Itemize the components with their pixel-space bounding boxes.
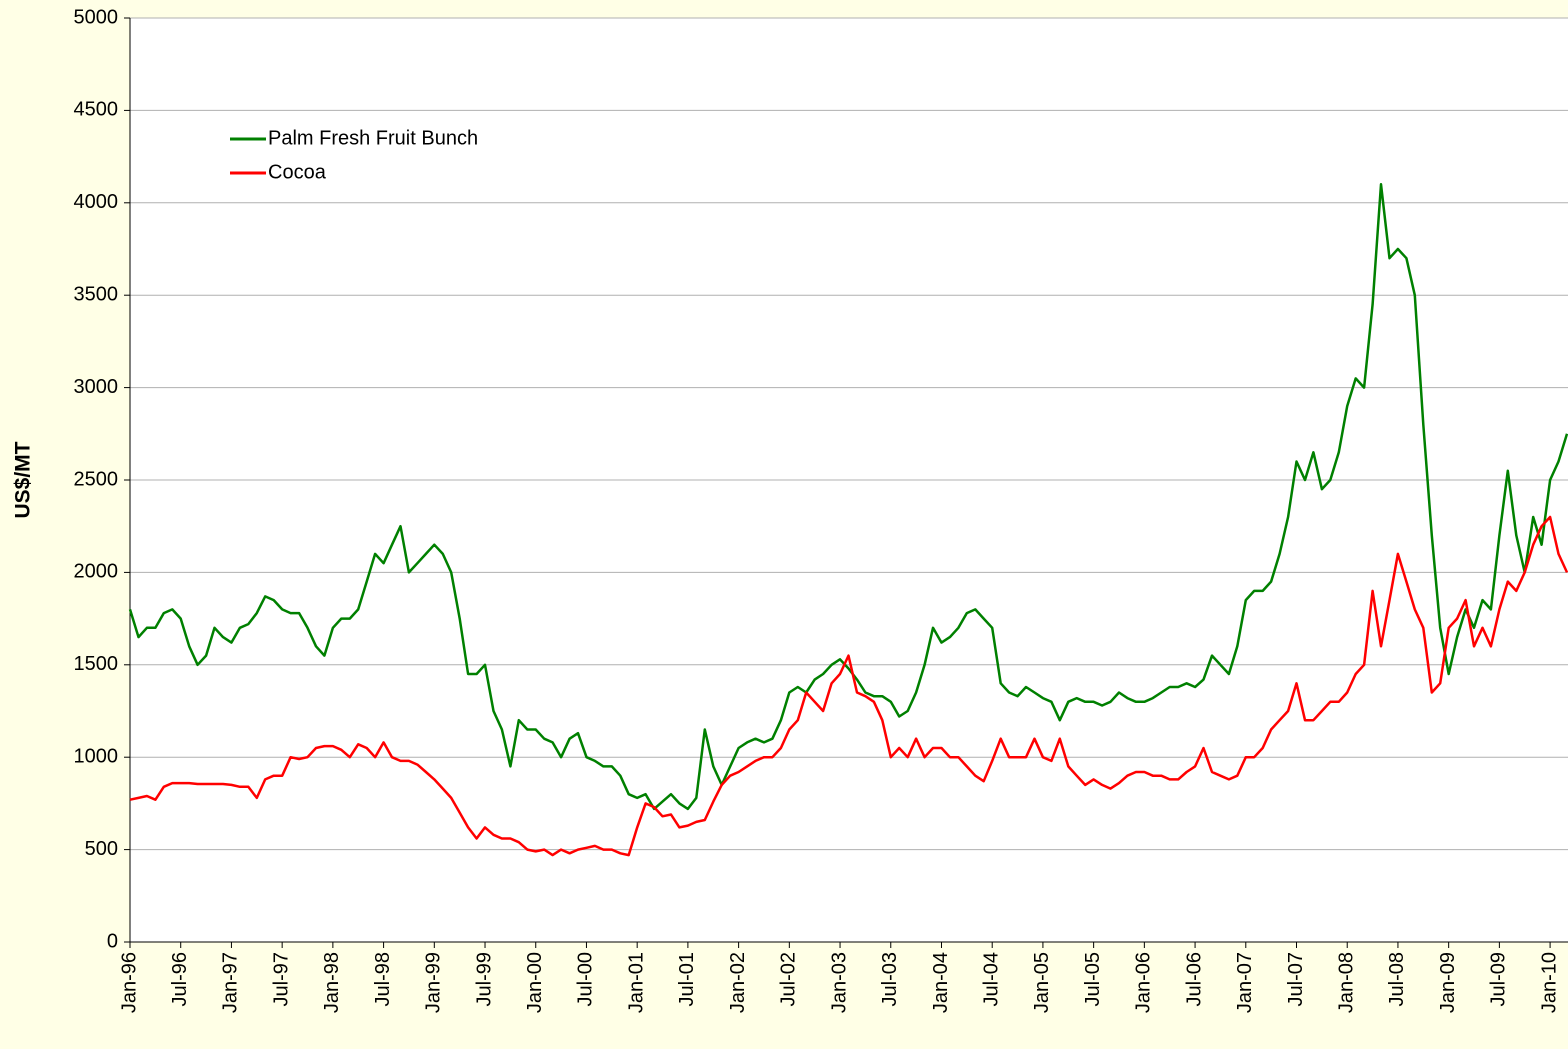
x-tick-label: Jan-05 — [1031, 952, 1053, 1013]
x-tick-label: Jul-97 — [270, 952, 292, 1006]
legend-label: Palm Fresh Fruit Bunch — [268, 127, 478, 149]
y-tick-label: 3000 — [74, 376, 119, 398]
x-tick-label: Jan-96 — [118, 952, 140, 1013]
y-tick-label: 4500 — [74, 99, 119, 121]
y-tick-label: 2000 — [74, 561, 119, 583]
y-tick-label: 1500 — [74, 653, 119, 675]
x-tick-label: Jul-99 — [473, 952, 495, 1006]
x-tick-label: Jan-00 — [524, 952, 546, 1013]
x-tick-label: Jul-00 — [575, 952, 597, 1006]
x-tick-label: Jul-03 — [879, 952, 901, 1006]
series-line — [128, 183, 1568, 811]
x-tick-label: Jan-97 — [220, 952, 242, 1013]
x-tick-label: Jul-01 — [676, 952, 698, 1006]
x-tick-label: Jan-99 — [423, 952, 445, 1013]
x-tick-label: Jan-98 — [321, 952, 343, 1013]
y-axis-label: US$/MT — [12, 441, 35, 518]
x-tick-label: Jan-08 — [1336, 952, 1358, 1013]
x-tick-label: Jan-01 — [625, 952, 647, 1013]
x-tick-label: Jul-02 — [778, 952, 800, 1006]
y-tick-label: 4000 — [74, 191, 119, 213]
legend-label: Cocoa — [268, 161, 327, 183]
y-tick-label: 2500 — [74, 468, 119, 490]
x-tick-label: Jan-07 — [1234, 952, 1256, 1013]
x-tick-label: Jan-10 — [1538, 952, 1560, 1013]
x-tick-label: Jul-04 — [980, 952, 1002, 1006]
x-tick-label: Jan-04 — [930, 952, 952, 1013]
x-tick-label: Jul-08 — [1386, 952, 1408, 1006]
x-tick-label: Jan-02 — [727, 952, 749, 1013]
x-tick-label: Jul-07 — [1285, 952, 1307, 1006]
x-tick-label: Jan-09 — [1437, 952, 1459, 1013]
y-tick-label: 5000 — [74, 6, 119, 28]
x-tick-label: Jul-98 — [372, 952, 394, 1006]
y-tick-label: 0 — [107, 930, 118, 952]
x-tick-label: Jul-05 — [1082, 952, 1104, 1006]
x-tick-label: Jan-03 — [828, 952, 850, 1013]
x-tick-label: Jul-06 — [1183, 952, 1205, 1006]
y-tick-label: 500 — [85, 838, 118, 860]
x-tick-label: Jul-09 — [1488, 952, 1510, 1006]
series-line — [129, 515, 1568, 857]
x-tick-label: Jul-96 — [169, 952, 191, 1006]
x-tick-label: Jan-06 — [1133, 952, 1155, 1013]
y-tick-label: 3500 — [74, 283, 119, 305]
y-tick-label: 1000 — [74, 745, 119, 767]
